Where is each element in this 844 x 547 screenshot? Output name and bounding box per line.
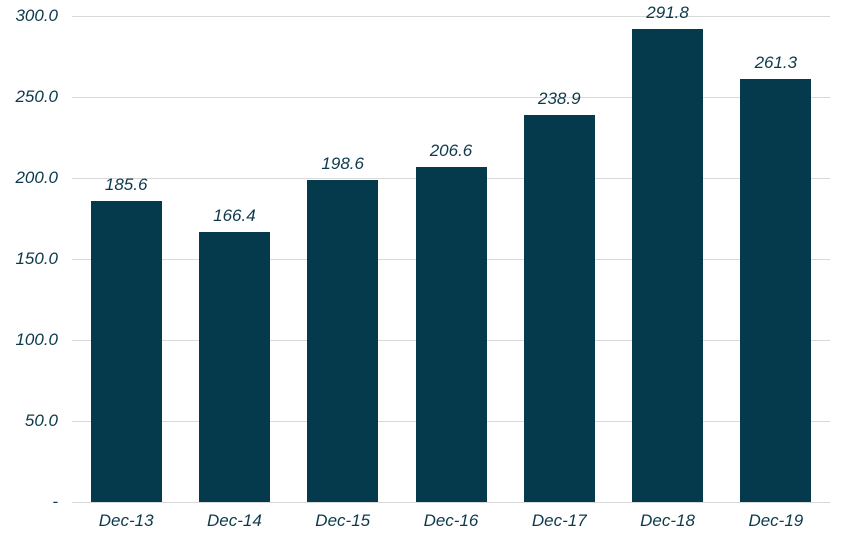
bar-value-label: 206.6: [429, 141, 473, 161]
x-tick-label: Dec-14: [207, 511, 262, 530]
bar-Dec-16: [415, 167, 487, 502]
x-tick-label: Dec-16: [423, 511, 479, 530]
bar-value-label: 291.8: [646, 3, 689, 23]
bar-value-label: 238.9: [538, 88, 581, 108]
x-tick-label: Dec-13: [98, 511, 154, 530]
bar-Dec-15: [307, 180, 379, 502]
bar-Dec-13: [90, 201, 162, 502]
gridline: [72, 501, 830, 503]
gridline: [72, 15, 830, 17]
bar-value-label: 198.6: [321, 154, 364, 174]
y-tick-label: 300.0: [15, 6, 58, 25]
x-tick-label: Dec-15: [315, 511, 371, 530]
y-tick-label: 150.0: [15, 249, 58, 268]
bar-value-label: 166.4: [213, 206, 256, 226]
y-tick-label: 250.0: [15, 87, 58, 106]
bar-Dec-17: [523, 114, 595, 502]
y-tick-label: -: [52, 492, 58, 511]
bar-Dec-14: [198, 232, 270, 502]
x-tick-label: Dec-18: [640, 511, 695, 530]
bar-Dec-18: [632, 29, 704, 502]
y-tick-label: 50.0: [24, 411, 58, 430]
y-tick-label: 100.0: [15, 330, 58, 349]
bar-Dec-19: [740, 78, 812, 502]
x-tick-label: Dec-17: [531, 511, 587, 530]
y-tick-label: 200.0: [15, 168, 58, 187]
bar-value-label: 185.6: [104, 175, 148, 195]
gridline: [72, 96, 830, 98]
bar-value-label: 261.3: [754, 52, 798, 72]
x-tick-label: Dec-19: [748, 511, 804, 530]
